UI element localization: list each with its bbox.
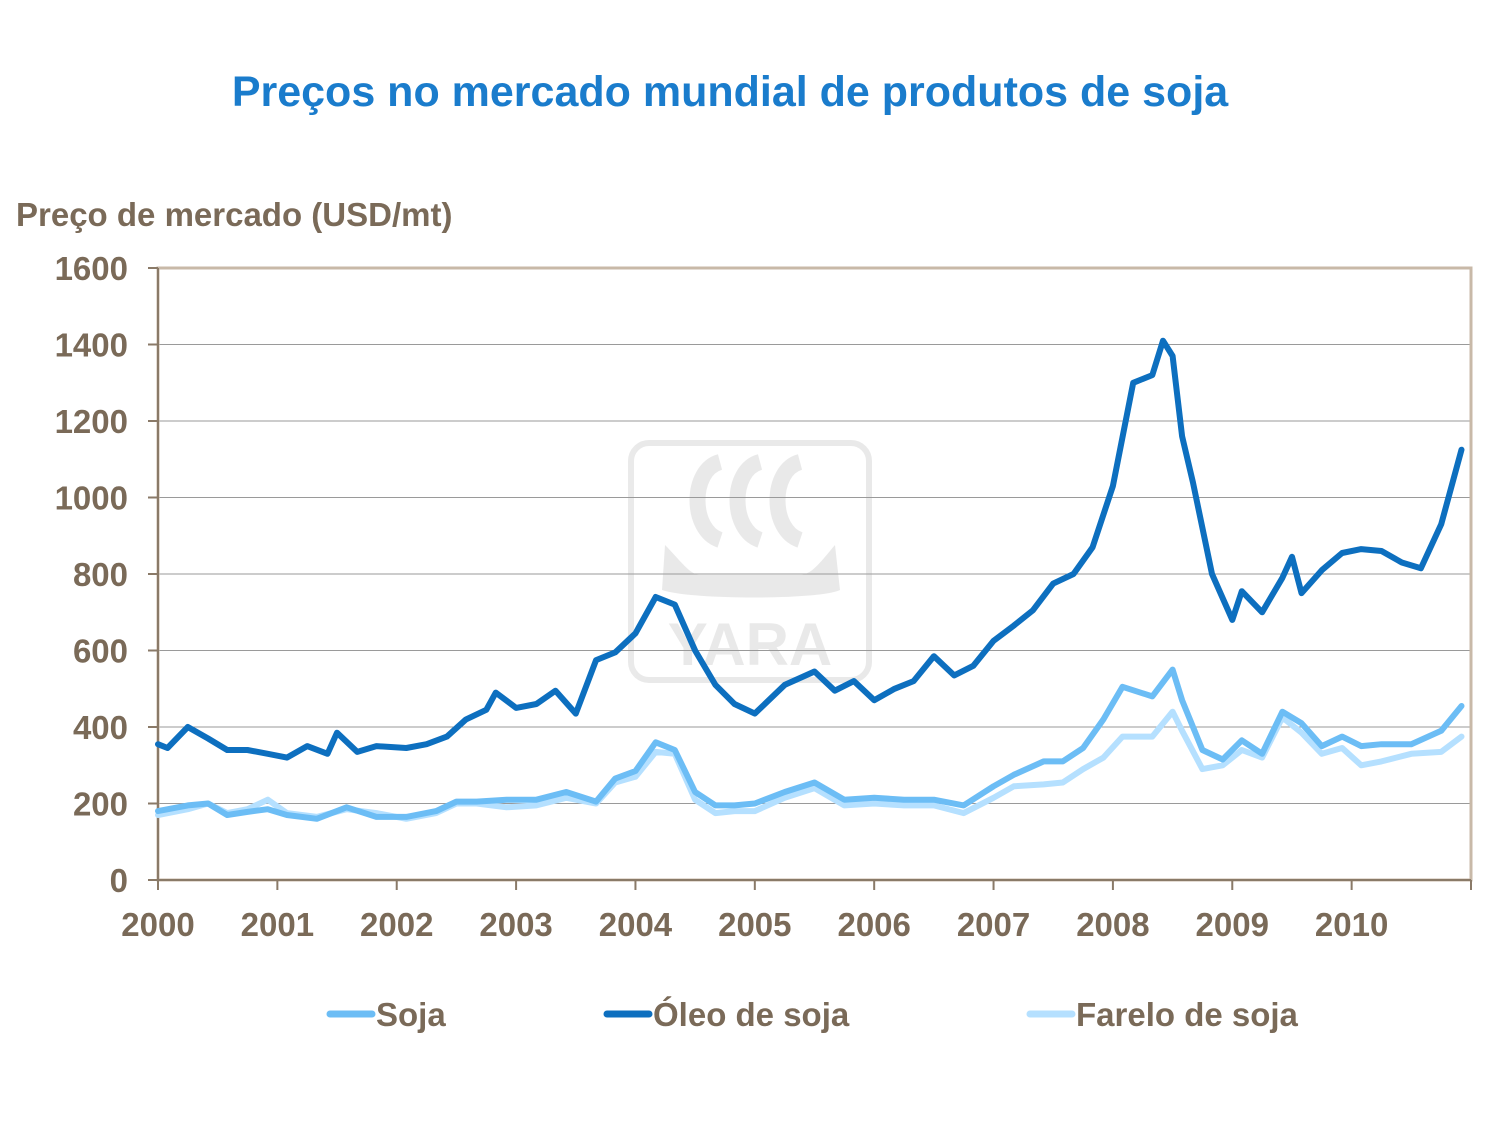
x-tick-label: 2008 — [1076, 906, 1149, 943]
x-tick-label: 2009 — [1196, 906, 1269, 943]
y-tick-label: 400 — [73, 709, 128, 746]
y-axis-label: Preço de mercado (USD/mt) — [16, 196, 453, 233]
x-tick-label: 2001 — [241, 906, 314, 943]
x-ticks: 2000 2001 2002 2003 2004 2005 2006 2007 2008 2009… — [121, 880, 1472, 943]
y-tick-label: 1400 — [55, 327, 128, 364]
y-tick-label: 200 — [73, 786, 128, 823]
x-tick-label: 2004 — [599, 906, 673, 943]
series-line-óleo-de-soja — [155, 337, 1465, 761]
y-tick-label: 1600 — [55, 250, 128, 287]
x-tick-label: 2002 — [360, 906, 433, 943]
legend-label: Óleo de soja — [653, 996, 850, 1033]
x-tick-label: 2005 — [718, 906, 791, 943]
x-tick-label: 2000 — [121, 906, 194, 943]
yara-logo-watermark: YARA — [628, 440, 872, 683]
x-tick-label: 2003 — [479, 906, 552, 943]
y-tick-label: 1000 — [55, 480, 128, 517]
legend: Soja Óleo de soja Farelo de soja — [326, 996, 1299, 1033]
series-line-farelo-de-soja — [155, 708, 1465, 822]
y-ticks: 0 200 400 600 800 1000 1200 1400 1600 — [55, 250, 158, 899]
series-line-soja — [155, 666, 1465, 822]
legend-label: Farelo de soja — [1076, 996, 1299, 1033]
y-tick-label: 600 — [73, 633, 128, 670]
x-tick-label: 2006 — [837, 906, 910, 943]
y-tick-label: 800 — [73, 556, 128, 593]
legend-label: Soja — [376, 996, 446, 1033]
x-tick-label: 2010 — [1315, 906, 1388, 943]
grid-lines — [158, 344, 1471, 804]
chart-title: Preços no mercado mundial de produtos de… — [231, 68, 1229, 116]
y-tick-label: 0 — [110, 862, 128, 899]
series-lines — [155, 337, 1465, 822]
x-tick-label: 2007 — [957, 906, 1030, 943]
y-tick-label: 1200 — [55, 403, 128, 440]
